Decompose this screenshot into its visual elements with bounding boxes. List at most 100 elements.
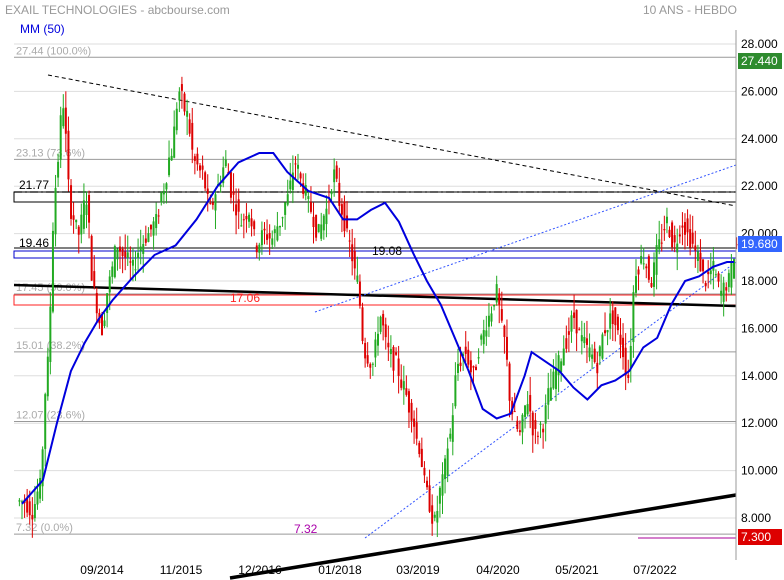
candle-body <box>124 251 127 258</box>
candle-body <box>591 354 594 359</box>
candle-body <box>144 238 147 243</box>
candle-body <box>392 346 395 371</box>
candle-body <box>126 252 129 259</box>
candle-body <box>601 334 604 359</box>
candle-body <box>139 246 142 251</box>
candle-body <box>281 217 284 219</box>
candle-body <box>374 339 377 358</box>
candle-body <box>663 229 666 231</box>
candle-body <box>668 229 671 238</box>
candle-body <box>330 191 333 195</box>
candle-body <box>441 474 444 496</box>
candle-body <box>418 442 421 455</box>
candle-body <box>129 261 132 263</box>
level-label-1946: 19.46 <box>19 236 49 250</box>
candle-body <box>289 180 292 190</box>
candle-body <box>673 235 676 243</box>
candle-body <box>322 215 325 231</box>
candle-body <box>90 235 93 281</box>
candle-body <box>93 271 96 287</box>
candle-body <box>722 282 725 302</box>
candle-body <box>178 91 181 101</box>
candle-body <box>426 480 429 488</box>
candle-body <box>188 119 191 134</box>
candle-body <box>80 214 83 235</box>
candle-body <box>570 315 573 332</box>
candle-body <box>175 108 178 131</box>
x-tick-label: 05/2021 <box>555 563 599 577</box>
candle-body <box>82 200 85 229</box>
candle-body <box>57 161 60 178</box>
candle-body <box>348 240 351 242</box>
candle-body <box>539 423 542 425</box>
fib-level-label: 23.13 (73.6%) <box>16 147 85 159</box>
candle-body <box>46 356 49 397</box>
candle-body <box>464 346 467 354</box>
candle-body <box>49 306 52 362</box>
candle-body <box>317 224 320 233</box>
candle-body <box>735 244 738 246</box>
moving-average-line <box>21 152 734 505</box>
candle-body <box>717 273 720 282</box>
candle-body <box>733 259 735 279</box>
x-tick-label: 01/2018 <box>318 563 362 577</box>
candle-body <box>70 185 73 219</box>
candle-body <box>518 430 521 433</box>
candle-body <box>33 504 36 519</box>
candle-body <box>642 263 645 265</box>
channel-lower-line <box>364 261 737 539</box>
candle-body <box>103 320 106 327</box>
candle-body <box>469 360 472 373</box>
candle-body <box>201 165 204 170</box>
candle-body <box>593 348 596 362</box>
candle-body <box>588 347 591 358</box>
candle-body <box>131 259 134 266</box>
candle-body <box>209 202 212 204</box>
candle-body <box>400 379 403 388</box>
candle-body <box>446 448 449 476</box>
candle-body <box>727 273 730 288</box>
fib-level-label: 27.44 (100.0%) <box>16 45 91 57</box>
candle-body <box>75 219 78 223</box>
candle-body <box>278 225 281 228</box>
candle-body <box>224 159 227 167</box>
trendlines <box>13 74 737 580</box>
candle-body <box>26 498 29 513</box>
candle-body <box>650 282 653 287</box>
candle-body <box>276 226 279 241</box>
candle-body <box>199 165 201 171</box>
candle-body <box>204 172 207 189</box>
price-badge-last <box>738 236 782 252</box>
candle-body <box>237 199 240 212</box>
candle-body <box>500 309 503 321</box>
candle-body <box>377 333 379 346</box>
candle-body <box>260 230 263 246</box>
candle-body <box>41 449 44 487</box>
ma-legend: MM (50) <box>20 22 65 36</box>
candle-body <box>578 329 581 331</box>
candle-body <box>678 234 681 237</box>
candle-body <box>51 230 54 312</box>
candle-body <box>168 157 171 176</box>
candle-body <box>266 234 269 240</box>
y-tick-label: 8.000 <box>741 511 771 525</box>
candle-body <box>413 418 416 427</box>
candle-body <box>111 266 114 277</box>
candle-body <box>480 335 483 340</box>
y-tick-label: 22.000 <box>741 179 778 193</box>
candle-body <box>467 349 470 365</box>
grid-lines <box>14 43 736 519</box>
candle-body <box>72 215 75 220</box>
candle-body <box>585 338 588 345</box>
candle-body <box>165 183 168 190</box>
candle-body <box>616 316 619 331</box>
candle-body <box>681 225 684 228</box>
candle-body <box>536 435 539 437</box>
candle-body <box>619 334 622 345</box>
candle-body <box>346 215 349 229</box>
candle-body <box>423 467 426 476</box>
candle-body <box>160 192 163 203</box>
candle-body <box>431 505 434 524</box>
candle-body <box>552 371 555 389</box>
